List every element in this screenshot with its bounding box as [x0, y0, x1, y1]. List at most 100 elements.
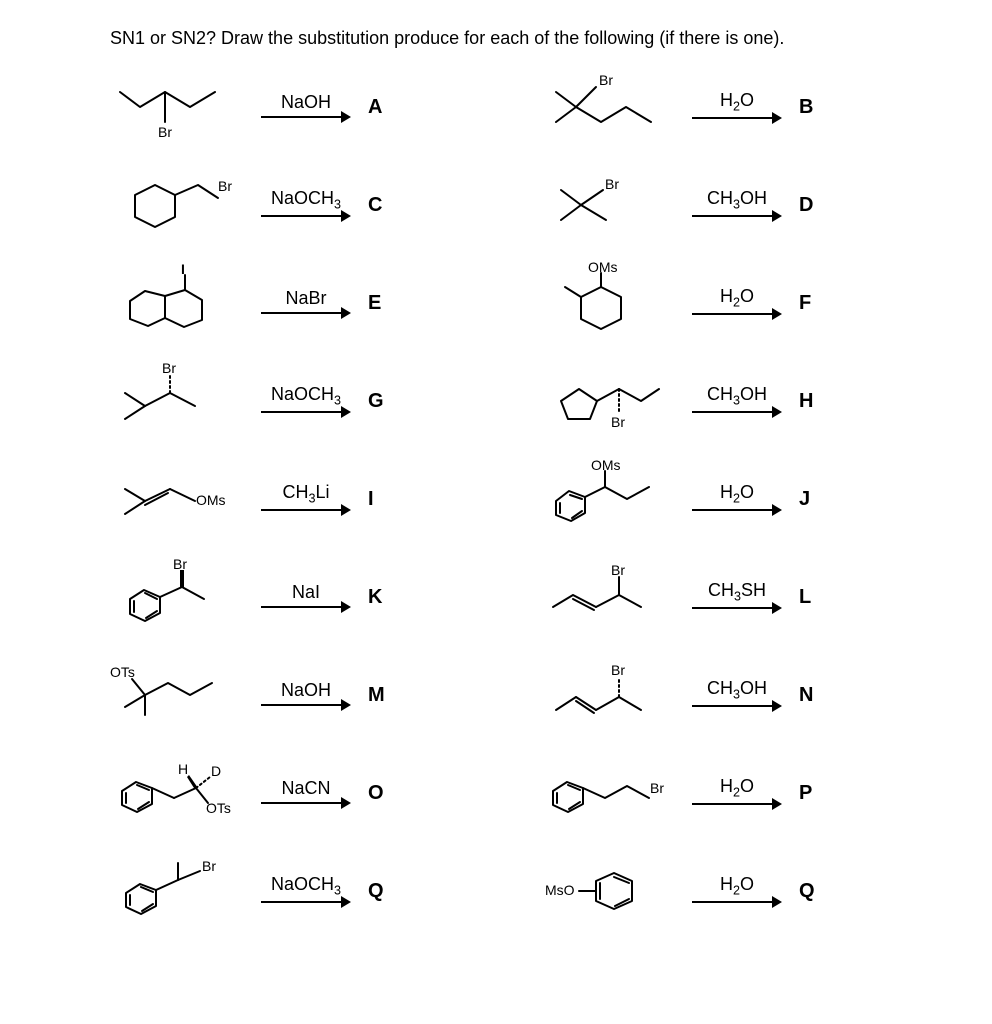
reagent-J: H2O: [720, 482, 754, 506]
lg-label: Br: [611, 662, 625, 678]
lg-label: Br: [611, 562, 625, 578]
reaction-K: Br NaI K: [110, 557, 501, 637]
substrate-Q1: Br: [110, 851, 250, 931]
substrate-O: H D OTs: [110, 753, 250, 833]
substrate-F: OMs: [541, 263, 681, 343]
product-label-B: B: [799, 96, 823, 119]
reagent-E: NaBr: [285, 288, 326, 309]
substrate-P: Br: [541, 753, 681, 833]
arrow-icon: [692, 308, 782, 320]
substrate-H: Br: [541, 361, 681, 441]
reagent-Q2: H2O: [720, 874, 754, 898]
reagent-M: NaOH: [281, 680, 331, 701]
reaction-O: H D OTs NaCN O: [110, 753, 501, 833]
lg-label: OMs: [591, 457, 621, 473]
reagent-Q1: NaOCH3: [271, 874, 341, 898]
lg-label: Br: [173, 556, 187, 572]
lg-label: I: [181, 261, 185, 277]
reagent-N: CH3OH: [707, 678, 767, 702]
product-label-G: G: [368, 390, 392, 413]
stereo-D: D: [211, 763, 221, 779]
lg-label: MsO: [545, 882, 575, 898]
arrow-icon: [261, 406, 351, 418]
substrate-N: Br: [541, 655, 681, 735]
product-label-P: P: [799, 782, 823, 805]
product-label-E: E: [368, 292, 392, 315]
arrow-icon: [692, 112, 782, 124]
substrate-Q2: MsO: [541, 851, 681, 931]
lg-label: Br: [650, 780, 664, 796]
reaction-D: Br CH3OH D: [541, 165, 932, 245]
reaction-P: Br H2O P: [541, 753, 932, 833]
reaction-E: I NaBr E: [110, 263, 501, 343]
product-label-O: O: [368, 782, 392, 805]
product-label-M: M: [368, 684, 392, 707]
lg-label: Br: [611, 414, 625, 430]
product-label-Q1: Q: [368, 880, 392, 903]
reaction-N: Br CH3OH N: [541, 655, 932, 735]
arrow-icon: [692, 700, 782, 712]
substrate-B: Br: [541, 67, 681, 147]
lg-label: OMs: [196, 492, 226, 508]
reagent-P: H2O: [720, 776, 754, 800]
reaction-M: OTs NaOH M: [110, 655, 501, 735]
arrow-icon: [261, 307, 351, 319]
substrate-D: Br: [541, 165, 681, 245]
reaction-I: OMs CH3Li I: [110, 459, 501, 539]
product-label-L: L: [799, 586, 823, 609]
lg-label: Br: [599, 72, 613, 88]
reagent-G: NaOCH3: [271, 384, 341, 408]
arrow-icon: [261, 111, 351, 123]
substrate-E: I: [110, 263, 250, 343]
product-label-C: C: [368, 194, 392, 217]
reaction-Q-left: Br NaOCH3 Q: [110, 851, 501, 931]
lg-label: OTs: [206, 800, 231, 816]
lg-label: Br: [158, 124, 172, 140]
reagent-O: NaCN: [281, 778, 330, 799]
arrow-icon: [692, 896, 782, 908]
reagent-L: CH3SH: [708, 580, 766, 604]
arrow-icon: [692, 504, 782, 516]
reaction-grid: Br NaOH A Br H2O B: [110, 67, 932, 931]
reaction-L: Br CH3SH L: [541, 557, 932, 637]
substrate-K: Br: [110, 557, 250, 637]
question-prompt: SN1 or SN2? Draw the substitution produc…: [110, 28, 932, 49]
reaction-C: Br NaOCH3 C: [110, 165, 501, 245]
arrow-icon: [261, 504, 351, 516]
arrow-icon: [692, 406, 782, 418]
product-label-I: I: [368, 488, 392, 511]
reaction-Q-right: MsO H2O Q: [541, 851, 932, 931]
substrate-C: Br: [110, 165, 250, 245]
lg-label: OMs: [588, 259, 618, 275]
substrate-G: Br: [110, 361, 250, 441]
substrate-M: OTs: [110, 655, 250, 735]
arrow-icon: [692, 798, 782, 810]
reaction-G: Br NaOCH3 G: [110, 361, 501, 441]
reaction-H: Br CH3OH H: [541, 361, 932, 441]
reagent-H: CH3OH: [707, 384, 767, 408]
substrate-A: Br: [110, 67, 250, 147]
arrow-icon: [261, 601, 351, 613]
lg-label: OTs: [110, 664, 135, 680]
reagent-D: CH3OH: [707, 188, 767, 212]
product-label-A: A: [368, 96, 392, 119]
reagent-C: NaOCH3: [271, 188, 341, 212]
product-label-Q2: Q: [799, 880, 823, 903]
substrate-L: Br: [541, 557, 681, 637]
product-label-K: K: [368, 586, 392, 609]
substrate-J: OMs: [541, 459, 681, 539]
arrow-icon: [692, 602, 782, 614]
reagent-I: CH3Li: [282, 482, 329, 506]
arrow-icon: [261, 210, 351, 222]
lg-label: Br: [202, 858, 216, 874]
reagent-B: H2O: [720, 90, 754, 114]
arrow-icon: [261, 797, 351, 809]
reaction-J: OMs H2O J: [541, 459, 932, 539]
reagent-A: NaOH: [281, 92, 331, 113]
reaction-A: Br NaOH A: [110, 67, 501, 147]
arrow-icon: [261, 896, 351, 908]
product-label-D: D: [799, 194, 823, 217]
arrow-icon: [692, 210, 782, 222]
reaction-B: Br H2O B: [541, 67, 932, 147]
reaction-F: OMs H2O F: [541, 263, 932, 343]
